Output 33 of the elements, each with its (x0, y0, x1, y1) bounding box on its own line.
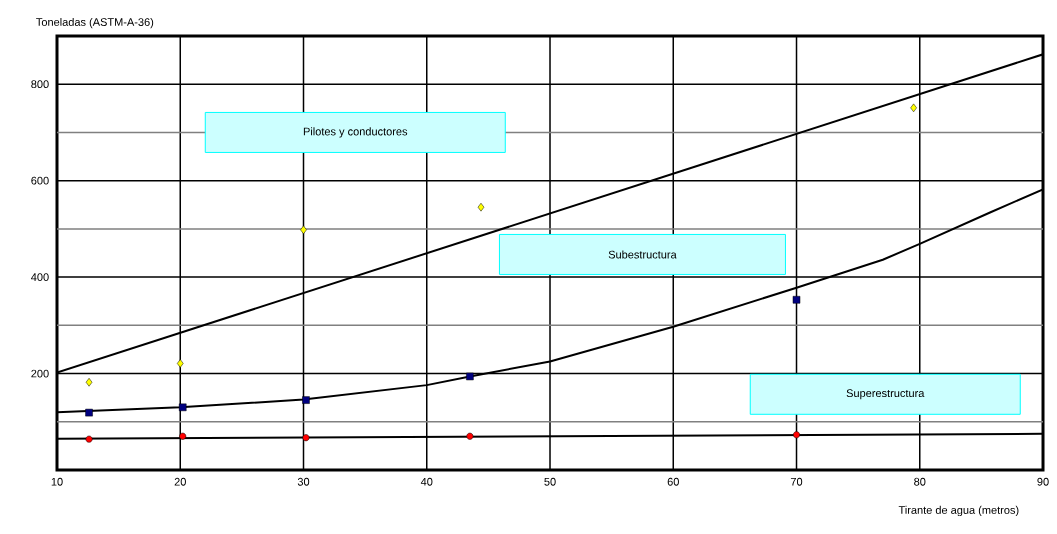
point (85, 408, 93, 417)
point (477, 202, 485, 212)
point (178, 403, 187, 412)
point (85, 435, 93, 443)
x-tick-label: 40 (420, 477, 433, 486)
y-tick-label: 200 (31, 369, 49, 378)
point (85, 377, 93, 387)
x-tick-label: 50 (544, 477, 556, 486)
x-tick-label: 70 (790, 477, 803, 486)
x-axis-title: Tirante de agua (metros) (898, 505, 1019, 517)
point (177, 359, 184, 368)
point (302, 434, 310, 442)
point (300, 225, 307, 235)
annotation: Pilotes y conductores (303, 127, 408, 138)
annotation: Superestructura (846, 389, 925, 400)
point (466, 372, 474, 381)
y-tick-label: 400 (31, 273, 49, 282)
point (910, 103, 917, 113)
x-tick-label: 10 (51, 477, 63, 486)
point (179, 432, 187, 440)
point (302, 396, 310, 404)
x-tick-label: 20 (174, 477, 186, 486)
x-tick-label: 80 (914, 477, 926, 486)
x-tick-label: 90 (1037, 477, 1049, 486)
y-tick-label: 800 (31, 80, 49, 89)
y-axis-title: Toneladas (ASTM-A-36) (36, 17, 154, 29)
point (793, 431, 800, 439)
annotation: Subestructura (608, 250, 677, 259)
x-tick-label: 30 (297, 477, 310, 486)
y-tick-label: 600 (31, 176, 49, 185)
x-tick-label: 60 (667, 477, 679, 486)
point (466, 432, 474, 440)
point (792, 296, 801, 304)
